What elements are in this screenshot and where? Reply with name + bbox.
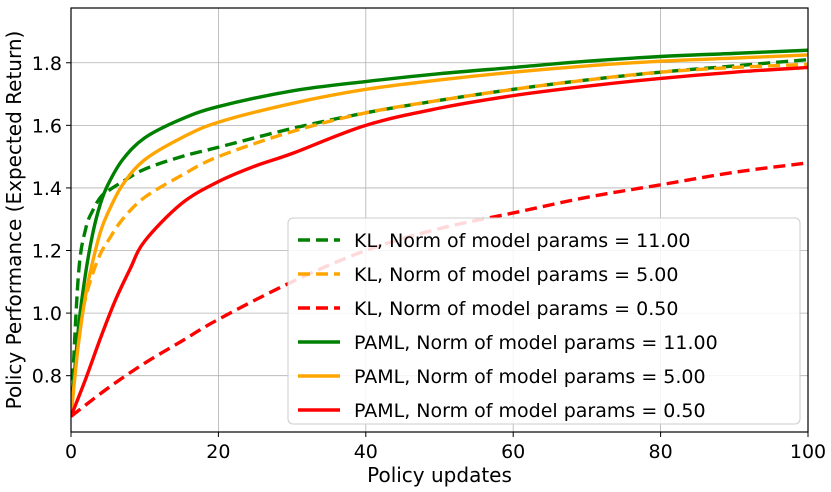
plot-frame (70, 7, 809, 433)
legend-label: KL, Norm of model params = 0.50 (354, 298, 678, 320)
y-axis-label: Policy Performance (Expected Return) (2, 31, 26, 410)
series-line-kl-norm-of-model-params-5-00 (71, 62, 808, 417)
y-tick-label: 1.6 (32, 115, 62, 137)
x-tick-label: 0 (65, 441, 77, 463)
y-tick-label: 1.2 (32, 241, 62, 263)
legend-box (287, 217, 801, 425)
x-tick-label: 40 (354, 441, 378, 463)
x-axis-label: Policy updates (367, 463, 512, 487)
x-tick-label: 80 (649, 441, 673, 463)
legend-label: PAML, Norm of model params = 5.00 (354, 366, 706, 388)
series-line-paml-norm-of-model-params-11-00 (71, 48, 808, 417)
x-tick-label: 100 (790, 441, 826, 463)
series-line-paml-norm-of-model-params-5-00 (71, 53, 808, 417)
legend-label: PAML, Norm of model params = 0.50 (354, 400, 706, 422)
x-tick-label: 20 (206, 441, 230, 463)
legend-label: KL, Norm of model params = 11.00 (354, 230, 691, 252)
y-tick-label: 0.8 (32, 366, 62, 388)
series-line-paml-norm-of-model-params-0-50 (71, 65, 808, 417)
y-tick-label: 1.0 (32, 303, 62, 325)
y-tick-label: 1.4 (32, 178, 62, 200)
legend-label: PAML, Norm of model params = 11.00 (354, 332, 718, 354)
axis-ticks: 0 20 40 60 80 100 0.8 1.0 1.2 1.4 1.6 1.8 (32, 53, 826, 463)
legend: KL, Norm of model params = 11.00 KL, Norm… (287, 217, 801, 425)
x-tick-label: 60 (501, 441, 525, 463)
y-tick-label: 1.8 (32, 53, 62, 75)
legend-label: KL, Norm of model params = 5.00 (354, 264, 678, 286)
